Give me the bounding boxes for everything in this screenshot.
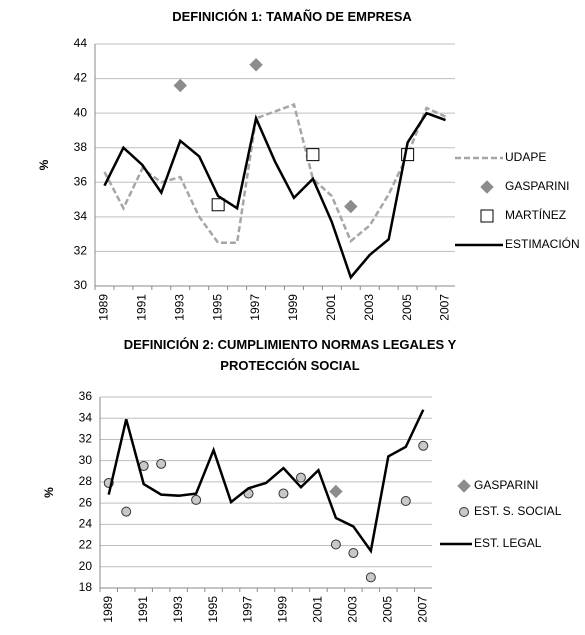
data-point [418,440,429,451]
x-tick-label: 1995 [210,294,224,321]
data-point [365,572,376,583]
y-tick-label: 36 [74,174,88,188]
y-tick-label: 30 [79,453,93,467]
x-tick-label: 1997 [248,294,262,321]
y-tick-label: 40 [74,105,88,119]
y-tick-label: 38 [74,140,88,154]
x-tick-label: 1997 [241,596,255,623]
y-tick-label: 26 [79,495,93,509]
data-point [156,458,167,469]
y-tick-label: 30 [74,278,88,292]
y-tick-label: 36 [79,389,93,403]
x-tick-label: 1989 [101,596,115,623]
y-tick-label: 20 [79,559,93,573]
legend-label: EST. S. SOCIAL [474,504,562,518]
data-point [330,539,341,550]
series-line [103,111,446,280]
data-point [344,199,358,214]
series-line [103,102,447,245]
x-tick-label: 1999 [276,596,290,623]
legend-swatch [480,209,494,223]
data-point [348,547,359,558]
legend-swatch [480,180,494,194]
data-point [211,198,225,212]
y-tick-label: 44 [74,36,88,50]
x-tick-label: 2001 [324,294,338,321]
x-tick-label: 1991 [136,596,150,623]
legend-label: GASPARINI [505,179,569,193]
y-tick-label: 32 [74,244,88,258]
x-tick-label: 2007 [415,596,429,623]
y-axis-label: % [37,159,51,170]
y-tick-label: 32 [79,432,93,446]
series-line [107,409,425,554]
data-point [121,506,132,517]
x-tick-label: 2005 [380,596,394,623]
legend-label: ESTIMACIÓN [505,236,580,251]
legend-label: GASPARINI [474,478,538,492]
x-tick-label: 1989 [97,294,111,321]
x-tick-label: 2001 [311,596,325,623]
y-tick-label: 34 [74,209,88,223]
y-tick-label: 42 [74,71,88,85]
y-axis-label: % [42,487,56,498]
data-point [306,148,320,162]
y-tick-label: 34 [79,410,93,424]
legend-swatch [459,507,469,517]
x-tick-label: 1999 [286,294,300,321]
y-tick-label: 18 [79,580,93,594]
legend-label: MARTÍNEZ [505,207,566,222]
data-point [249,58,263,72]
x-tick-label: 1995 [206,596,220,623]
x-tick-label: 1991 [135,294,149,321]
chart-title: DEFINICIÓN 1: TAMAÑO DE EMPRESA [172,9,412,24]
legend-swatch [457,479,471,493]
y-tick-label: 24 [79,517,93,531]
x-tick-label: 2007 [438,294,452,321]
y-tick-label: 22 [79,538,93,552]
x-tick-label: 2003 [362,294,376,321]
x-tick-label: 2003 [346,596,360,623]
x-tick-label: 1993 [172,294,186,321]
data-point [329,484,343,499]
data-point [295,472,306,483]
x-tick-label: 2005 [400,294,414,321]
data-point [191,494,202,505]
legend-label: EST. LEGAL [474,536,542,550]
y-tick-label: 28 [79,474,93,488]
chart-title: DEFINICIÓN 2: CUMPLIMIENTO NORMAS LEGALE… [123,337,457,373]
data-point [278,488,289,499]
data-point [173,78,187,93]
data-point [400,495,411,506]
x-tick-label: 1993 [171,596,185,623]
legend-label: UDAPE [505,150,546,164]
